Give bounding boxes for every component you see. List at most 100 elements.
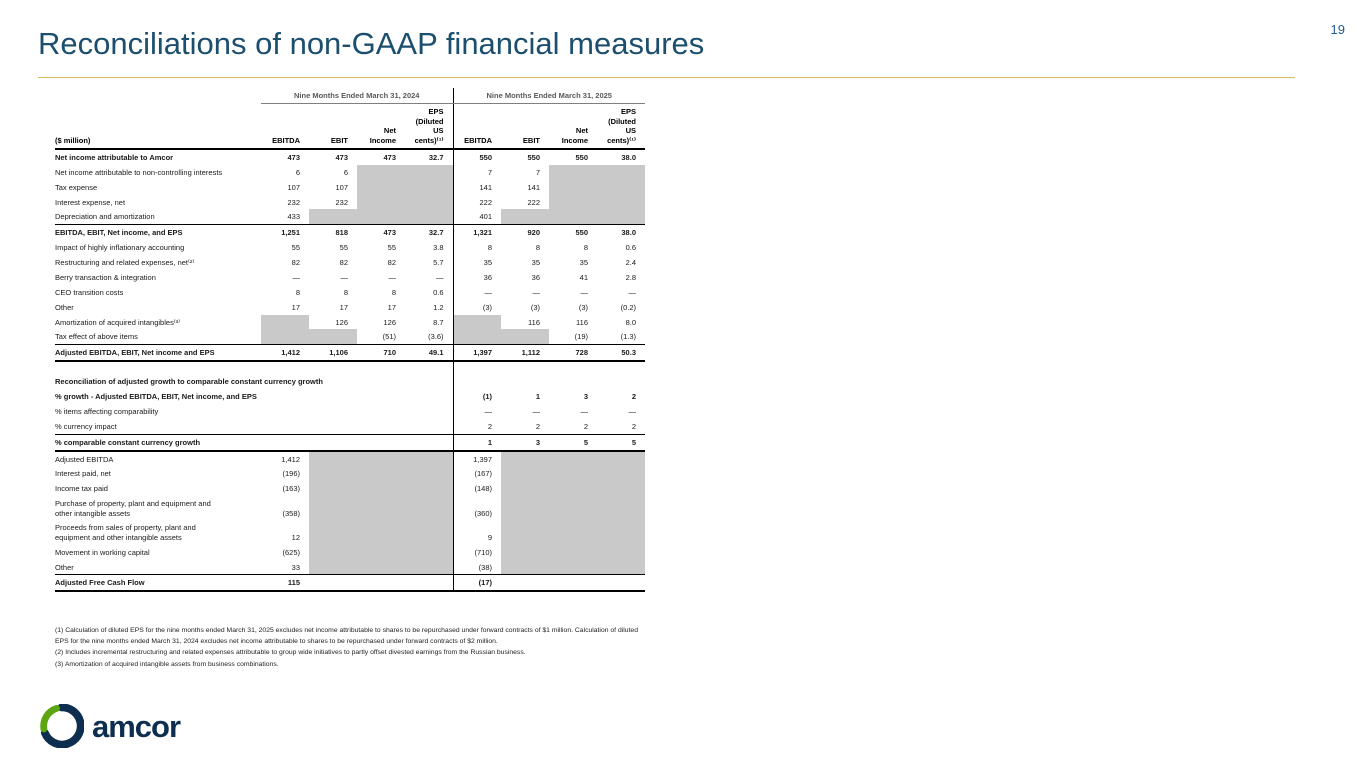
cell-value [357,209,405,225]
cell-value: 35 [452,255,501,270]
cell-value [357,194,405,210]
section-title: Reconciliation of adjusted growth to com… [55,377,323,387]
cell-value: 55 [291,243,300,253]
cell-value: (163) [282,484,300,494]
cell-value: 5 [549,433,597,452]
cell-value: 8 [535,243,540,253]
cell-value: 9 [452,520,501,545]
cell-value: (17) [452,574,501,593]
cell-value: (358) [282,508,300,518]
cell-value: 115 [261,574,309,593]
cell-value: 1,412 [281,454,300,464]
cell-value [597,544,645,560]
spacer-cell [452,361,501,375]
cell-value: (3) [578,302,588,312]
table-row: Movement in working capital (625) (710) [55,544,645,560]
cell-value [549,520,597,545]
cell-value: — [452,403,501,419]
row-label: Other [55,562,74,572]
row-label: Purchase of property, plant and equipmen… [55,499,211,518]
cell-value: — [532,406,541,416]
cell-value [405,209,453,225]
cell-value: — [452,284,501,300]
cell-value [549,466,597,482]
cell-value: 17 [291,302,300,312]
footnotes: (1) Calculation of diluted EPS for the n… [55,626,647,671]
cell-value: 3 [583,392,588,401]
cell-value: 3 [501,433,549,452]
col-header-net-income-2025: Net Income [549,103,597,150]
table-header: Nine Months Ended March 31, 2024 Nine Mo… [55,88,645,150]
cell-value: 8.0 [625,317,636,327]
footnote-1: (1) Calculation of diluted EPS for the n… [55,627,638,645]
period-header-2024: Nine Months Ended March 31, 2024 [261,88,453,105]
cell-value: 116 [576,317,588,327]
table-row: Berry transaction & integration — — — — 36 36 4… [55,269,645,285]
cell-value: 33 [291,562,300,572]
row-label: Proceeds from sales of property, plant a… [55,523,196,542]
cell-value: (1) [452,389,501,404]
cell-value [501,466,549,482]
cell-value [357,164,405,180]
table-row: Adjusted Free Cash Flow 115 (17) [55,574,645,593]
cell-value: 6 [295,167,300,177]
cell-value: 2 [631,392,636,401]
cell-value: 2 [631,421,636,431]
cell-value: (167) [452,466,501,482]
cell-value: 222 [452,194,501,210]
cell-value [405,466,453,482]
cell-value: 232 [335,197,348,207]
corner-cell [55,88,261,104]
cell-value [501,574,549,593]
cell-value [309,329,357,345]
cell-value [309,544,357,560]
cell-value: 5.7 [433,258,444,267]
cell-value: 1,397 [452,344,501,363]
cell-value [309,574,357,593]
cell-value [357,520,405,545]
cell-value [405,164,453,180]
cell-value [405,496,453,521]
cell-value: 550 [575,152,588,162]
cell-value [405,179,453,195]
row-label: % items affecting comparability [55,406,159,416]
row-label: Adjusted EBITDA [55,454,114,464]
cell-value: 0.6 [625,243,636,253]
footnote-3: (3) Amortization of acquired intangible … [55,660,279,668]
cell-value [501,544,549,560]
cell-value [597,209,645,225]
cell-value [597,496,645,521]
cell-value: (1.3) [620,332,636,342]
table-row: Adjusted EBITDA, EBIT, Net income and EP… [55,344,645,363]
table-row: Restructuring and related expenses, net⁽… [55,255,645,270]
cell-value: — [340,272,349,282]
spacer-cell [549,361,597,374]
row-label: Depreciation and amortization [55,212,155,222]
cell-value [452,329,501,345]
cell-value: 82 [387,258,396,267]
cell-value: — [532,287,541,297]
cell-value: 8 [391,287,396,297]
cell-value [549,194,597,210]
table-row: Other 17 17 17 1.2 (3) (3) (3) (0.2) [55,299,645,315]
row-label: Restructuring and related expenses, net⁽… [55,258,195,267]
cell-value [597,559,645,575]
row-label: % growth - Adjusted EBITDA, EBIT, Net in… [55,392,257,401]
empty-cell [452,374,501,389]
cell-value [597,466,645,482]
table-row: % growth - Adjusted EBITDA, EBIT, Net in… [55,389,645,404]
cell-value [309,481,357,497]
cell-value: 401 [452,209,501,225]
cell-value [405,520,453,545]
cell-value: 222 [527,197,540,207]
cell-value: 1.2 [433,302,444,312]
row-label: Adjusted EBITDA, EBIT, Net income and EP… [55,344,261,363]
cell-value: — [388,272,397,282]
cell-value [309,496,357,521]
cell-value: 550 [452,148,501,165]
cell-value: 1,251 [261,224,309,241]
cell-value: 8 [583,243,588,253]
cell-value: 107 [287,182,300,192]
cell-value [597,450,645,467]
cell-value [405,481,453,497]
